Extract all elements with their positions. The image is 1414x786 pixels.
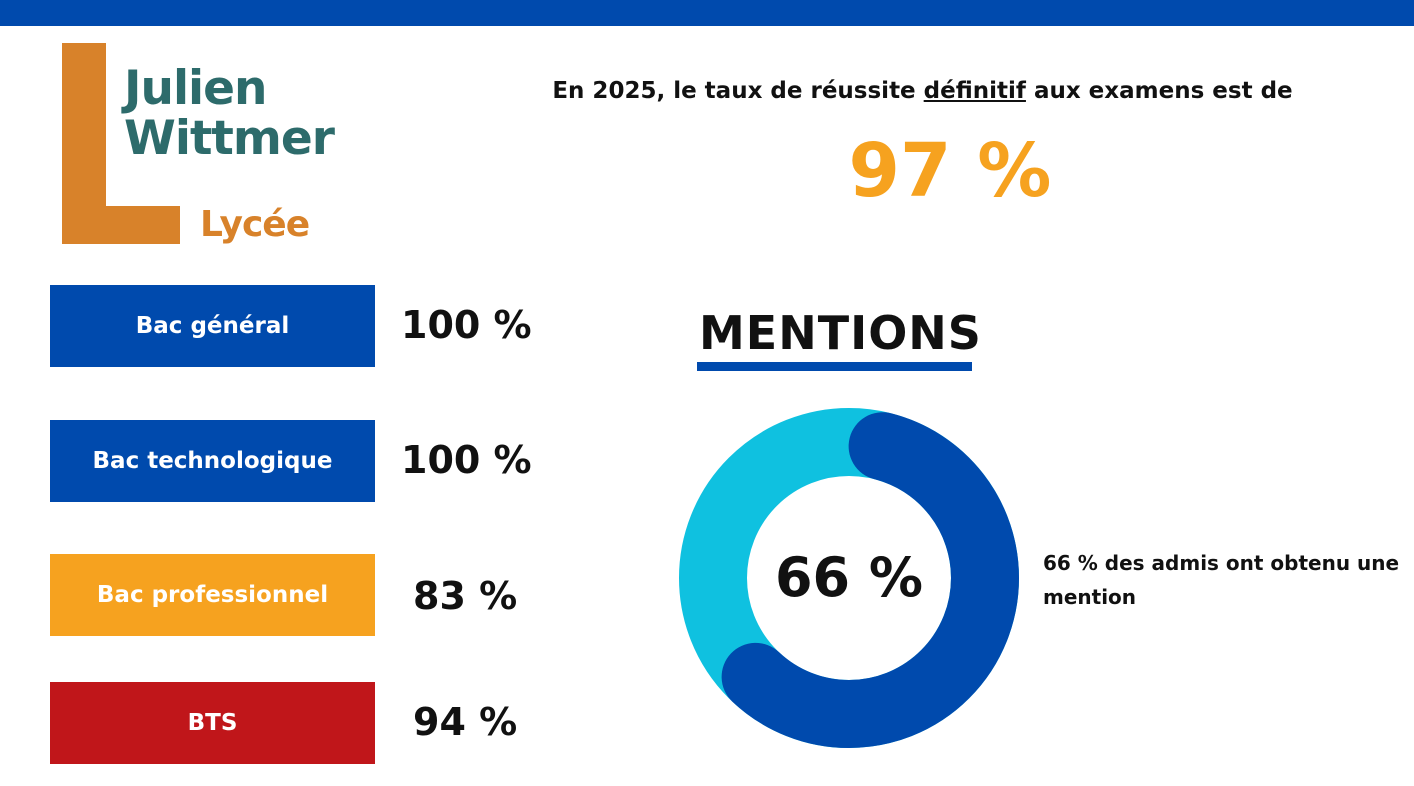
- headline-before: En 2025, le taux de réussite: [552, 78, 924, 104]
- exam-label-bac-professionnel: Bac professionnel: [50, 554, 375, 636]
- donut-slice-avec-mention: [679, 408, 1019, 748]
- headline-after: aux examens est de: [1025, 78, 1293, 104]
- logo: Julien Wittmer Lycée: [62, 43, 382, 258]
- top-bar: [0, 0, 1414, 26]
- exam-value-bac-professionnel: 83 %: [413, 574, 518, 618]
- exam-label-bac-technologique: Bac technologique: [50, 420, 375, 502]
- donut-svg: [679, 408, 1019, 748]
- exam-value-bac-technologique: 100 %: [401, 438, 532, 482]
- logo-line-2: Wittmer: [124, 111, 335, 166]
- donut-center-label: 66 %: [774, 546, 924, 609]
- logo-line-3: Lycée: [200, 204, 310, 245]
- mentions-title: MENTIONS: [699, 306, 982, 360]
- overall-success-rate: 97 %: [848, 128, 1052, 214]
- exam-label-bts: BTS: [50, 682, 375, 764]
- mention-note: 66 % des admis ont obtenu une mention: [1043, 551, 1400, 609]
- headline-emphasis: définitif: [923, 78, 1026, 104]
- logo-line-1: Julien: [124, 61, 268, 116]
- headline: En 2025, le taux de réussite définitif a…: [500, 78, 1345, 104]
- exam-value-bac-general: 100 %: [401, 303, 532, 347]
- exam-label-bac-general: Bac général: [50, 285, 375, 367]
- mentions-donut-chart: [679, 408, 1019, 748]
- logo-name: Julien Wittmer: [124, 61, 335, 166]
- exam-value-bts: 94 %: [413, 700, 518, 744]
- mentions-underline: [697, 362, 972, 371]
- logo-letter-l-horizontal: [62, 206, 180, 244]
